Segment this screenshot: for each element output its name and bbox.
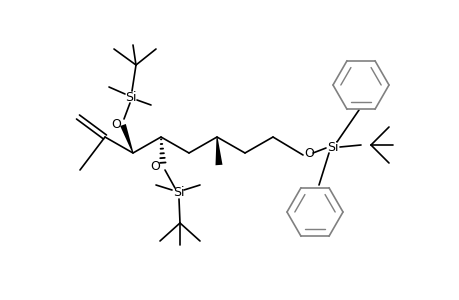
Polygon shape bbox=[120, 124, 133, 153]
Text: Si: Si bbox=[125, 91, 136, 103]
Text: O: O bbox=[111, 118, 121, 130]
Text: O: O bbox=[303, 146, 313, 160]
Text: O: O bbox=[150, 160, 160, 172]
Polygon shape bbox=[215, 137, 222, 165]
Text: Si: Si bbox=[173, 187, 185, 200]
Text: Si: Si bbox=[326, 140, 338, 154]
